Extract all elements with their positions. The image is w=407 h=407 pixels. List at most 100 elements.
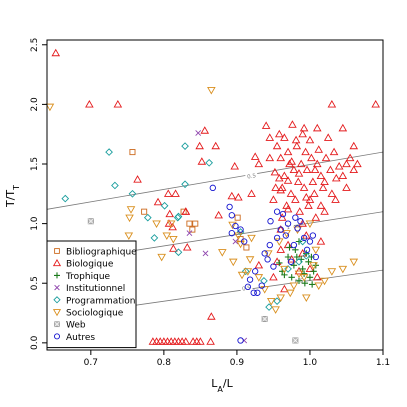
data-point <box>299 183 309 191</box>
data-point <box>342 183 351 191</box>
data-point <box>274 129 284 138</box>
data-point <box>247 189 256 197</box>
data-point <box>282 232 290 239</box>
data-point <box>311 213 321 221</box>
data-point <box>125 214 134 223</box>
data-point <box>310 189 319 197</box>
data-point <box>234 214 241 221</box>
data-point <box>153 197 163 206</box>
data-point <box>207 86 216 95</box>
data-point <box>53 296 61 304</box>
data-point <box>295 277 303 285</box>
x-axis-label-main: L <box>211 377 218 390</box>
data-point <box>301 147 310 156</box>
data-point <box>349 165 359 174</box>
data-point <box>143 213 152 222</box>
data-point <box>294 169 304 177</box>
data-point <box>234 232 243 240</box>
data-point <box>232 238 239 245</box>
y-tick-label: 0.5 <box>30 276 40 290</box>
legend-entry: Bibliographique <box>54 248 137 258</box>
data-point <box>306 274 314 281</box>
data-point <box>305 135 315 144</box>
data-point <box>283 147 293 156</box>
data-point <box>342 159 351 168</box>
data-point <box>243 268 253 276</box>
legend-entry: Biologique <box>52 258 114 270</box>
data-point <box>237 337 244 344</box>
series-autres <box>209 184 319 344</box>
data-point <box>230 161 240 170</box>
data-point <box>228 258 238 267</box>
data-point <box>261 316 268 322</box>
x-tick-label: 0.8 <box>157 358 172 368</box>
data-point <box>113 99 123 108</box>
data-point <box>304 201 313 209</box>
legend-box <box>46 240 137 349</box>
data-point <box>254 260 264 269</box>
data-point <box>195 141 204 150</box>
data-point <box>186 220 193 227</box>
data-point <box>189 226 196 233</box>
data-point <box>314 282 324 291</box>
reference-line-label-bg <box>244 170 258 180</box>
data-point <box>280 133 289 141</box>
data-point <box>283 204 293 213</box>
data-point <box>254 159 264 168</box>
data-point <box>316 201 326 209</box>
data-point <box>166 220 176 229</box>
data-point <box>292 141 302 150</box>
data-point <box>234 192 243 201</box>
legend-label: Institutionnel <box>66 284 125 294</box>
data-point <box>302 251 311 260</box>
data-point <box>88 218 94 225</box>
data-point <box>292 337 299 344</box>
data-point <box>287 157 296 165</box>
data-point <box>291 135 301 144</box>
data-point <box>111 181 119 190</box>
data-point <box>312 159 322 168</box>
data-point <box>273 234 281 242</box>
data-point <box>54 333 61 340</box>
x-axis-label-tail: /L <box>223 377 234 390</box>
data-point <box>205 158 213 167</box>
legend-entry: Trophique <box>54 272 111 282</box>
legend-label: Autres <box>66 333 95 343</box>
x-tick-label: 0.9 <box>230 358 245 368</box>
data-point <box>243 244 250 251</box>
reference-line-label: 1 <box>286 225 290 231</box>
data-point <box>297 256 305 263</box>
data-point <box>218 249 227 257</box>
data-point <box>207 312 216 320</box>
data-point <box>269 195 278 203</box>
data-point <box>298 219 307 227</box>
data-point <box>326 165 335 174</box>
data-point <box>165 209 175 218</box>
data-point <box>312 123 322 132</box>
data-point <box>309 232 317 239</box>
data-point <box>327 189 337 197</box>
data-point <box>264 250 273 258</box>
data-point <box>331 195 340 203</box>
data-point <box>276 294 286 302</box>
legend-entry: Institutionnel <box>54 284 125 294</box>
data-point <box>338 123 348 132</box>
data-point <box>129 149 136 156</box>
data-point <box>320 277 329 286</box>
data-point <box>280 284 289 293</box>
legend-label: Sociologique <box>66 309 124 319</box>
data-point <box>292 214 299 221</box>
data-point <box>209 184 216 192</box>
data-point <box>305 220 315 229</box>
data-point <box>211 141 221 150</box>
data-point <box>61 194 70 203</box>
data-point <box>269 272 278 281</box>
data-point <box>174 212 183 221</box>
data-point <box>284 253 292 261</box>
data-point <box>311 246 321 255</box>
y-axis-label-sub: T <box>12 185 21 191</box>
data-point <box>273 297 281 305</box>
data-point <box>195 130 202 136</box>
data-point <box>160 201 169 210</box>
x-tick-label: 1.1 <box>376 358 390 368</box>
